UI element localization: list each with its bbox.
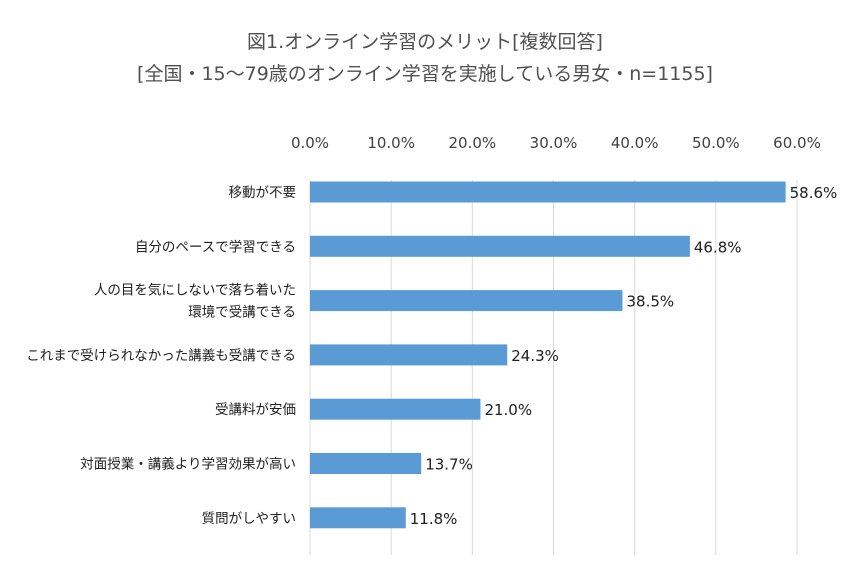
category-label: 質問がしやすい xyxy=(202,511,296,527)
category-labels: 移動が不要自分のペースで学習できる人の目を気にしないで落ち着いた環境で受講できる… xyxy=(26,185,296,527)
bars xyxy=(310,181,786,529)
bar xyxy=(310,181,786,203)
x-tick-label: 10.0% xyxy=(367,134,415,152)
category-label: 移動が不要 xyxy=(229,185,297,201)
chart-subtitle: [全国・15〜79歳のオンライン学習を実施している男女・n=1155] xyxy=(137,63,713,85)
x-axis-tick-labels: 0.0% 10.0% 20.0% 30.0% 40.0% 50.0% 60.0% xyxy=(291,134,821,152)
category-label: 環境で受講できる xyxy=(188,305,296,321)
x-tick-label: 0.0% xyxy=(291,134,329,152)
category-label: これまで受けられなかった講義も受講できる xyxy=(26,347,296,364)
x-tick-label: 60.0% xyxy=(773,134,821,152)
x-tick-label: 30.0% xyxy=(530,134,578,152)
data-label: 58.6% xyxy=(790,184,838,202)
category-label: 自分のペースで学習できる xyxy=(135,239,296,255)
data-label: 24.3% xyxy=(511,347,559,365)
chart-title-block: 図1.オンライン学習のメリット[複数回答] [全国・15〜79歳のオンライン学習… xyxy=(0,26,850,90)
category-label: 受講料が安価 xyxy=(215,402,296,418)
bar xyxy=(310,290,623,312)
data-label: 46.8% xyxy=(694,238,742,256)
x-tick-label: 50.0% xyxy=(692,134,740,152)
chart-title: 図1.オンライン学習のメリット[複数回答] xyxy=(247,31,603,53)
x-tick-label: 40.0% xyxy=(611,134,659,152)
bar xyxy=(310,235,690,257)
bar xyxy=(310,344,508,366)
bar xyxy=(310,453,422,474)
bar xyxy=(310,507,406,529)
category-label: 人の目を気にしないで落ち着いた xyxy=(94,282,296,299)
x-tick-label: 20.0% xyxy=(449,134,497,152)
data-label: 13.7% xyxy=(425,456,473,474)
data-label: 38.5% xyxy=(626,293,674,311)
data-label: 11.8% xyxy=(410,510,458,528)
category-label: 対面授業・講義より学習効果が高い xyxy=(80,456,296,473)
bar xyxy=(310,398,481,420)
data-label: 21.0% xyxy=(484,401,532,419)
data-labels: 58.6% 46.8% 38.5% 24.3% 21.0% 13.7% 11.8% xyxy=(410,184,838,528)
